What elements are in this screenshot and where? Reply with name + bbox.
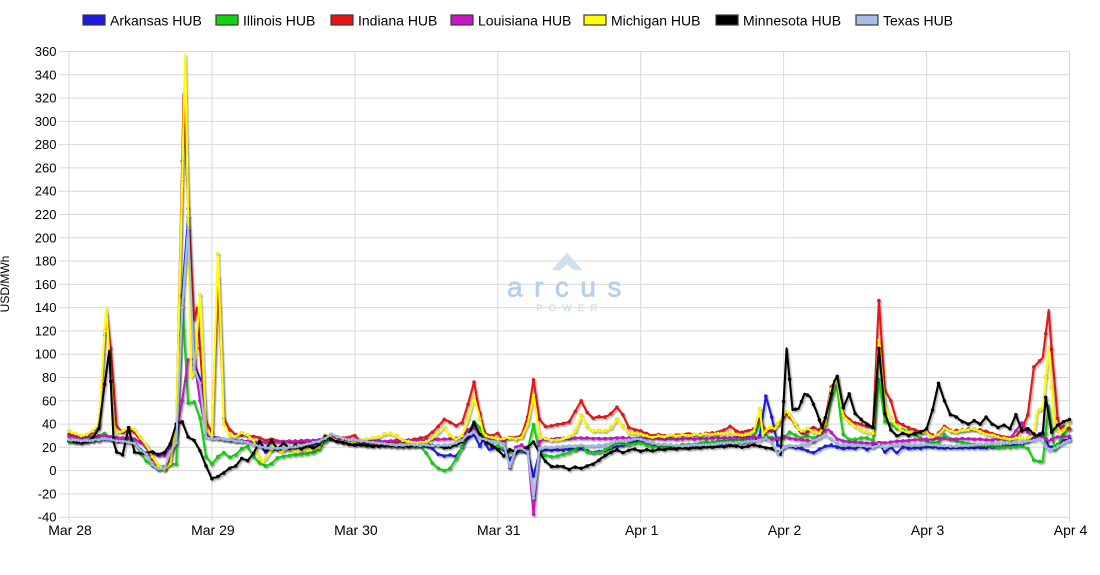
svg-text:100: 100 bbox=[35, 347, 57, 362]
svg-text:Arkansas HUB: Arkansas HUB bbox=[110, 13, 202, 29]
svg-text:Minnesota HUB: Minnesota HUB bbox=[743, 13, 841, 29]
svg-text:0: 0 bbox=[49, 463, 56, 478]
svg-text:160: 160 bbox=[35, 277, 57, 292]
svg-text:USD/MWh: USD/MWh bbox=[0, 256, 12, 313]
svg-text:340: 340 bbox=[35, 67, 57, 82]
svg-text:200: 200 bbox=[35, 230, 57, 245]
svg-text:Mar 28: Mar 28 bbox=[48, 522, 92, 538]
svg-text:220: 220 bbox=[35, 207, 57, 222]
svg-text:280: 280 bbox=[35, 137, 57, 152]
svg-text:180: 180 bbox=[35, 254, 57, 269]
svg-text:-40: -40 bbox=[38, 510, 57, 525]
svg-text:20: 20 bbox=[42, 440, 56, 455]
svg-text:300: 300 bbox=[35, 114, 57, 129]
svg-text:Mar 30: Mar 30 bbox=[334, 522, 378, 538]
svg-text:Texas HUB: Texas HUB bbox=[883, 13, 953, 29]
svg-text:Mar 31: Mar 31 bbox=[477, 522, 521, 538]
svg-text:Indiana HUB: Indiana HUB bbox=[358, 13, 437, 29]
svg-text:Apr 3: Apr 3 bbox=[911, 522, 945, 538]
svg-text:120: 120 bbox=[35, 323, 57, 338]
svg-text:Apr 4: Apr 4 bbox=[1054, 522, 1088, 538]
svg-text:40: 40 bbox=[42, 417, 56, 432]
svg-text:arcus: arcus bbox=[507, 272, 633, 303]
svg-text:80: 80 bbox=[42, 370, 56, 385]
svg-text:Apr 1: Apr 1 bbox=[625, 522, 659, 538]
svg-text:-20: -20 bbox=[38, 486, 57, 501]
svg-text:Mar 29: Mar 29 bbox=[191, 522, 235, 538]
svg-text:POWER: POWER bbox=[536, 303, 603, 314]
svg-text:320: 320 bbox=[35, 91, 57, 106]
svg-text:240: 240 bbox=[35, 184, 57, 199]
svg-text:360: 360 bbox=[35, 44, 57, 59]
svg-text:Louisiana HUB: Louisiana HUB bbox=[478, 13, 571, 29]
svg-text:140: 140 bbox=[35, 300, 57, 315]
svg-text:60: 60 bbox=[42, 393, 56, 408]
svg-text:260: 260 bbox=[35, 160, 57, 175]
svg-text:Michigan HUB: Michigan HUB bbox=[611, 13, 700, 29]
svg-text:Illinois HUB: Illinois HUB bbox=[243, 13, 315, 29]
svg-text:Apr 2: Apr 2 bbox=[768, 522, 802, 538]
